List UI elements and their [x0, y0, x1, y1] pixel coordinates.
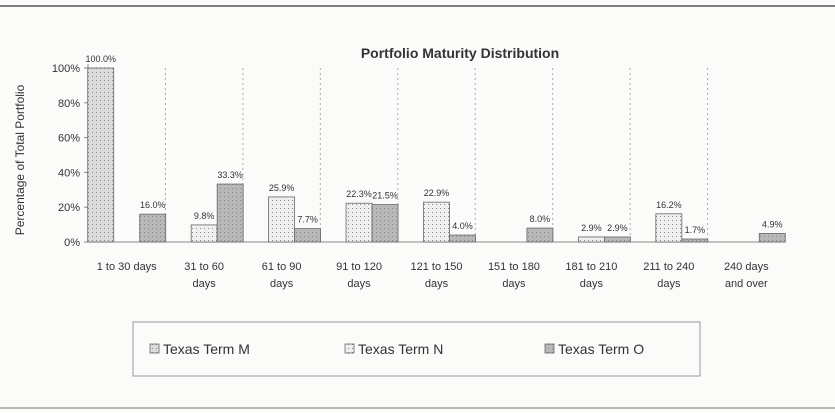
y-tick-label: 80% — [58, 98, 80, 110]
bar — [345, 202, 373, 243]
y-axis-label: Percentage of Total Portfolio — [13, 84, 27, 235]
data-label: 8.0% — [530, 214, 551, 224]
bar — [268, 196, 296, 243]
bar — [371, 204, 399, 243]
data-label: 16.0% — [140, 200, 166, 210]
bar — [526, 227, 554, 243]
x-tick-label: 240 days and over — [723, 261, 769, 290]
legend-label: Texas Term O — [558, 341, 644, 357]
data-label: 4.0% — [452, 221, 473, 231]
bar — [423, 201, 450, 243]
bar — [577, 236, 605, 243]
bar — [655, 213, 683, 243]
bar — [294, 228, 322, 243]
y-tick-label: 0% — [64, 237, 80, 249]
legend-box — [132, 321, 701, 377]
data-label: 33.3% — [217, 170, 243, 180]
data-label: 7.7% — [297, 215, 318, 225]
legend-swatch — [344, 343, 355, 354]
chart-title: Portfolio Maturity Distribution — [361, 45, 559, 61]
bar — [603, 236, 631, 243]
y-tick-label: 100% — [52, 63, 80, 75]
x-tick-label: 121 to 150 days — [410, 261, 463, 290]
x-tick-label: 1 to 30 days — [96, 261, 157, 273]
legend-swatch — [149, 343, 160, 354]
bar — [87, 67, 115, 243]
data-label: 1.7% — [685, 225, 706, 235]
data-label: 21.5% — [372, 191, 398, 201]
x-tick-label: 31 to 60 days — [184, 261, 225, 290]
data-label: 22.9% — [424, 188, 450, 198]
legend-label: Texas Term N — [358, 341, 443, 357]
bar — [758, 233, 786, 243]
x-tick-label: 151 to 180 days — [487, 261, 540, 290]
bar — [139, 213, 167, 243]
data-label: 16.2% — [656, 200, 682, 210]
bar — [449, 234, 476, 243]
data-label: 22.3% — [346, 189, 372, 199]
x-tick-label: 91 to 120 days — [336, 261, 382, 290]
data-label: 9.8% — [194, 211, 215, 221]
x-tick-label: 211 to 240 days — [643, 261, 695, 290]
legend-swatch — [544, 343, 555, 354]
y-tick-label: 20% — [58, 202, 80, 214]
bar — [190, 224, 218, 243]
data-label: 4.9% — [762, 219, 783, 229]
legend-label: Texas Term M — [163, 341, 250, 357]
bar — [681, 238, 709, 243]
bar — [216, 183, 244, 243]
data-label: 100.0% — [85, 54, 116, 64]
y-tick-label: 40% — [58, 167, 80, 179]
data-label: 2.9% — [581, 223, 602, 233]
y-tick-label: 60% — [58, 133, 80, 145]
x-tick-label: 181 to 210 days — [565, 261, 618, 290]
data-label: 25.9% — [269, 183, 295, 193]
data-label: 2.9% — [607, 223, 628, 233]
x-tick-label: 61 to 90 days — [261, 261, 302, 290]
